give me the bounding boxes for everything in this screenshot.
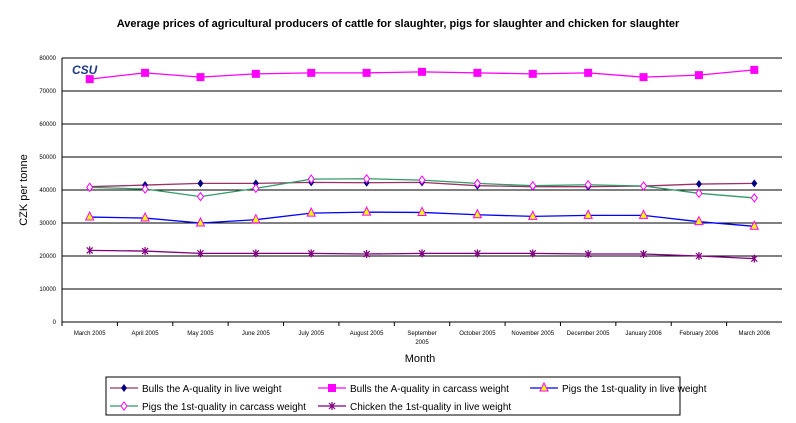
data-point-3: [695, 188, 703, 199]
data-point-3: [639, 181, 648, 191]
y-tick-label: 0: [53, 320, 57, 326]
data-point-4: [418, 249, 426, 258]
x-tick-label: March 2006: [738, 331, 770, 337]
x-tick-label: August 2005: [350, 331, 384, 337]
legend-label: Chicken the 1st-quality in live weight: [350, 402, 511, 413]
data-point-2: [694, 215, 704, 226]
y-axis-label: CZK per tonne: [18, 154, 30, 226]
data-point-0: [252, 179, 259, 188]
x-tick-label-line: September: [407, 331, 436, 337]
legend-marker: [328, 384, 336, 392]
y-tick-label: 50000: [39, 155, 56, 161]
data-point-4: [750, 254, 758, 263]
data-point-1: [639, 73, 648, 82]
data-point-2: [638, 209, 649, 219]
y-tick-label: 10000: [39, 287, 56, 293]
legend-label: Bulls the A-quality in live weight: [142, 384, 282, 395]
x-tick-label: July 2005: [298, 331, 324, 337]
data-point-1: [418, 67, 426, 76]
data-point-3: [473, 178, 482, 189]
y-tick-label: 40000: [39, 188, 56, 194]
data-point-3: [584, 179, 592, 190]
data-point-3: [529, 180, 537, 191]
data-point-3: [196, 191, 205, 202]
data-point-1: [584, 68, 593, 77]
legend-marker: [328, 402, 336, 410]
data-point-2: [140, 211, 150, 222]
data-point-2: [306, 206, 317, 217]
data-point-4: [640, 250, 647, 259]
data-point-4: [529, 249, 537, 258]
data-point-1: [85, 75, 94, 84]
data-point-1: [196, 73, 205, 82]
data-point-0: [197, 179, 204, 188]
data-point-1: [473, 68, 482, 77]
data-point-2: [361, 205, 372, 216]
data-point-4: [363, 250, 371, 259]
data-point-1: [750, 65, 759, 74]
data-point-3: [86, 182, 94, 193]
data-point-1: [251, 69, 260, 78]
data-point-0: [751, 179, 758, 188]
x-tick-label: November 2005: [511, 331, 554, 337]
data-point-3: [750, 193, 758, 203]
data-point-4: [584, 250, 592, 259]
data-point-3: [141, 184, 149, 194]
data-point-3: [362, 173, 371, 184]
data-point-1: [694, 71, 703, 80]
data-point-2: [417, 206, 427, 216]
legend-label: Pigs the 1st-quality in carcass weight: [142, 402, 306, 413]
data-point-2: [251, 213, 261, 224]
x-tick-label: September 2005: [407, 331, 436, 346]
data-point-3: [418, 175, 426, 185]
x-tick-label: February 2006: [679, 331, 719, 337]
data-point-4: [252, 249, 260, 258]
y-tick-label: 60000: [39, 122, 56, 128]
data-point-4: [197, 249, 204, 258]
data-point-1: [307, 68, 316, 77]
data-point-2: [472, 208, 483, 219]
x-tick-label: December 2005: [567, 331, 610, 337]
x-tick-label: June 2005: [242, 331, 271, 337]
data-point-4: [86, 246, 94, 255]
data-point-3: [307, 174, 315, 184]
data-point-4: [307, 249, 315, 258]
data-point-4: [473, 249, 481, 258]
legend-label: Pigs the 1st-quality in live weight: [562, 384, 707, 395]
x-axis-label: Month: [405, 353, 436, 365]
legend-marker: [120, 401, 128, 411]
data-point-1: [141, 68, 150, 77]
data-point-1: [528, 69, 537, 78]
data-point-3: [252, 183, 260, 194]
y-tick-label: 70000: [39, 89, 56, 95]
legend-marker: [121, 384, 127, 392]
data-point-2: [84, 210, 95, 221]
data-point-4: [141, 247, 149, 256]
legend-box: [105, 376, 681, 416]
data-point-2: [527, 210, 538, 220]
y-tick-label: 30000: [39, 221, 56, 227]
x-tick-label: April 2005: [132, 331, 160, 337]
data-point-1: [362, 68, 371, 77]
chart-title: Average prices of agricultural producers…: [117, 18, 680, 30]
x-tick-label: October 2005: [459, 331, 496, 337]
x-tick-label: May 2005: [187, 331, 214, 337]
legend-label: Bulls the A-quality in carcass weight: [350, 384, 509, 395]
data-point-2: [195, 216, 206, 227]
y-tick-label: 80000: [39, 56, 56, 62]
legend-marker: [539, 381, 549, 392]
x-tick-label-line: 2005: [415, 340, 429, 346]
x-tick-label: January 2006: [625, 331, 662, 337]
y-tick-label: 20000: [39, 254, 56, 260]
data-point-0: [695, 180, 702, 189]
x-tick-label: March 2005: [74, 331, 106, 337]
data-point-2: [749, 220, 760, 230]
data-point-2: [583, 209, 593, 219]
csu-logo: CSU: [72, 63, 98, 77]
data-point-4: [695, 252, 703, 260]
